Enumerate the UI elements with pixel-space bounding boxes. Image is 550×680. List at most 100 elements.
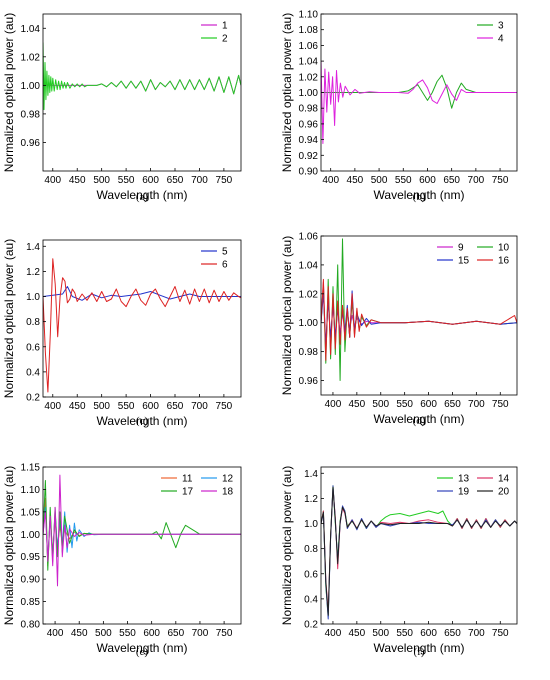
x-tick-label: 500 <box>371 175 388 186</box>
x-tick-label: 550 <box>396 399 413 410</box>
legend: 13 14 19 20 <box>437 474 510 498</box>
plot-frame <box>320 466 518 625</box>
legend-label-18: 18 <box>222 487 234 498</box>
y-tick-label: 1.4 <box>26 242 40 253</box>
y-tick-label: 1.2 <box>304 494 318 505</box>
panel-caption: (c) <box>136 415 149 427</box>
y-tick-label: 1.00 <box>21 530 41 541</box>
panel-caption: (a) <box>136 191 149 203</box>
legend-label-17: 17 <box>182 487 194 498</box>
panel-5: 400 450 500 550 600 650 700 750 0.80 0.85 0.90 0.95… <box>2 463 242 658</box>
series-group <box>43 258 241 393</box>
panel-3: 400 450 500 550 600 650 700 750 0.2 0.4 0.6 0.8 1.0 1… <box>2 239 242 428</box>
y-tick-label: 0.92 <box>299 151 319 162</box>
series-line-5 <box>43 286 241 301</box>
legend-label-10: 10 <box>498 243 510 254</box>
x-tick-label: 750 <box>216 401 233 412</box>
series-line-13 <box>321 485 517 617</box>
legend-label-5: 5 <box>222 247 228 258</box>
y-tick-label: 0.2 <box>304 620 318 631</box>
legend-label-16: 16 <box>498 256 510 267</box>
series-line-4 <box>321 61 517 144</box>
x-tick-label: 650 <box>443 175 460 186</box>
y-tick-label: 0.98 <box>21 109 41 120</box>
x-tick-label: 500 <box>372 399 389 410</box>
legend-label-15: 15 <box>458 256 470 267</box>
x-tick-label: 600 <box>419 175 436 186</box>
x-tick-label: 450 <box>349 399 366 410</box>
x-tick-label: 650 <box>167 401 184 412</box>
x-axis-title: Wavelength (nm) <box>97 641 188 655</box>
x-tick-label: 600 <box>142 401 159 412</box>
x-tick-label: 500 <box>93 401 110 412</box>
y-axis-title: Normalized optical power (au) <box>2 239 16 398</box>
legend-label-12: 12 <box>222 474 234 485</box>
y-axis-title: Normalized optical power (au) <box>280 13 294 172</box>
x-tick-label: 450 <box>69 175 86 186</box>
series-line-17 <box>43 480 241 571</box>
y-tick-label: 0.2 <box>26 393 40 404</box>
y-tick-label: 0.8 <box>26 317 40 328</box>
x-tick-label: 750 <box>216 175 233 186</box>
y-tick-label: 0.95 <box>21 552 41 563</box>
x-axis-title: Wavelength (nm) <box>374 641 465 655</box>
x-tick-label: 700 <box>192 628 209 639</box>
series-line-14 <box>321 487 517 612</box>
x-tick-label: 450 <box>69 401 86 412</box>
x-tick-label: 750 <box>492 399 509 410</box>
legend: 56 <box>201 247 228 271</box>
y-tick-label: 1.04 <box>21 24 41 35</box>
x-tick-label: 450 <box>349 628 366 639</box>
x-tick-label: 450 <box>347 175 364 186</box>
y-tick-label: 0.98 <box>299 347 319 358</box>
y-tick-label: 0.4 <box>26 367 40 378</box>
x-tick-label: 550 <box>119 628 136 639</box>
plot-frame <box>42 466 242 625</box>
x-tick-label: 700 <box>468 628 485 639</box>
x-tick-label: 450 <box>71 628 88 639</box>
panel-caption: (e) <box>136 646 149 658</box>
legend-label-20: 20 <box>498 487 510 498</box>
panel-caption: (d) <box>413 415 426 427</box>
y-tick-label: 0.96 <box>299 119 319 130</box>
y-tick-label: 1.2 <box>26 267 40 278</box>
x-tick-label: 400 <box>44 401 61 412</box>
series-group <box>43 42 241 111</box>
legend-label-9: 9 <box>458 243 464 254</box>
legend-label-13: 13 <box>458 474 470 485</box>
legend-label-19: 19 <box>458 487 470 498</box>
x-tick-label: 500 <box>95 628 112 639</box>
y-tick-label: 0.90 <box>299 167 319 178</box>
plot-frame <box>42 13 242 172</box>
y-axis-title: Normalized optical power (au) <box>2 466 16 625</box>
panel-2: 400 450 500 550 600 650 700 750 0.90 0.92 0.94 0.96… <box>280 10 518 203</box>
x-tick-label: 700 <box>468 399 485 410</box>
x-tick-label: 500 <box>93 175 110 186</box>
y-tick-label: 0.98 <box>299 104 319 115</box>
series-group <box>321 485 517 620</box>
y-tick-label: 1.02 <box>299 72 319 83</box>
y-tick-label: 1.08 <box>299 25 319 36</box>
y-tick-label: 1.04 <box>299 260 319 271</box>
y-tick-label: 0.96 <box>299 376 319 387</box>
x-axis-title: Wavelength (nm) <box>374 188 465 202</box>
legend-label-1: 1 <box>222 21 228 32</box>
x-tick-label: 400 <box>325 628 342 639</box>
panel-caption: (f) <box>414 646 425 658</box>
y-tick-label: 1.4 <box>304 469 318 480</box>
y-tick-label: 1.15 <box>21 463 41 474</box>
x-tick-label: 550 <box>396 628 413 639</box>
x-tick-label: 400 <box>325 399 342 410</box>
y-tick-label: 1.0 <box>304 519 318 530</box>
x-axis-title: Wavelength (nm) <box>97 414 188 428</box>
y-tick-label: 0.96 <box>21 138 41 149</box>
series-group <box>321 238 517 381</box>
series-group <box>43 474 241 587</box>
y-tick-label: 1.0 <box>26 292 40 303</box>
legend: 34 <box>477 21 504 45</box>
x-tick-label: 650 <box>167 628 184 639</box>
x-tick-label: 500 <box>372 628 389 639</box>
series-group <box>321 61 517 144</box>
y-tick-label: 1.10 <box>299 10 319 21</box>
